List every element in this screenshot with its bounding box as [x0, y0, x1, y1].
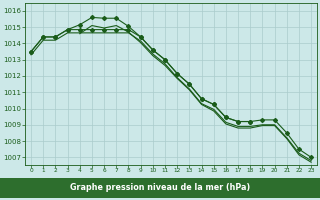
- Text: Graphe pression niveau de la mer (hPa): Graphe pression niveau de la mer (hPa): [70, 184, 250, 192]
